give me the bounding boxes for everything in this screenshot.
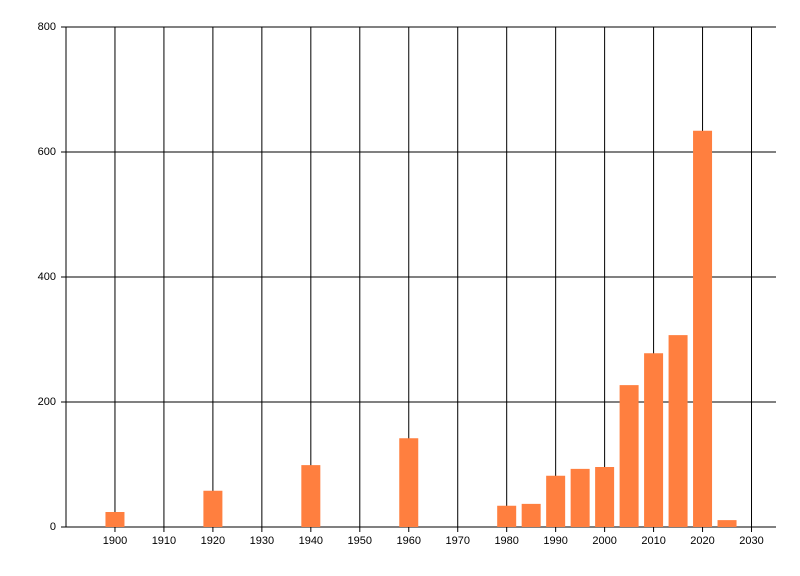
x-tick-label: 1930 [250, 535, 274, 547]
x-tick-label: 1980 [494, 535, 518, 547]
x-tick-label: 1990 [543, 535, 567, 547]
y-tick-label: 400 [38, 271, 56, 283]
x-tick-label: 2010 [641, 535, 665, 547]
bar [105, 512, 125, 527]
bar [717, 520, 737, 527]
bar [497, 505, 517, 527]
x-tick-label: 1940 [299, 535, 323, 547]
y-tick-label: 0 [50, 521, 56, 533]
bar [644, 353, 664, 527]
y-tick-label: 600 [38, 146, 56, 158]
bar [546, 475, 566, 527]
bar [203, 490, 223, 527]
x-tick-label: 2000 [592, 535, 616, 547]
bar [668, 335, 688, 527]
bar [570, 468, 590, 527]
x-tick-label: 1950 [348, 535, 372, 547]
bar [595, 467, 615, 527]
x-tick-label: 1910 [152, 535, 176, 547]
x-tick-label: 1960 [397, 535, 421, 547]
y-tick-label: 800 [38, 21, 56, 33]
x-tick-label: 2020 [690, 535, 714, 547]
bar [399, 438, 419, 527]
x-tick-label: 1970 [445, 535, 469, 547]
bar [521, 503, 541, 527]
x-tick-label: 1900 [103, 535, 127, 547]
bar [301, 465, 321, 527]
bar [619, 385, 639, 527]
y-tick-label: 200 [38, 396, 56, 408]
x-tick-label: 1920 [201, 535, 225, 547]
bar [693, 130, 713, 527]
x-tick-label: 2030 [739, 535, 763, 547]
